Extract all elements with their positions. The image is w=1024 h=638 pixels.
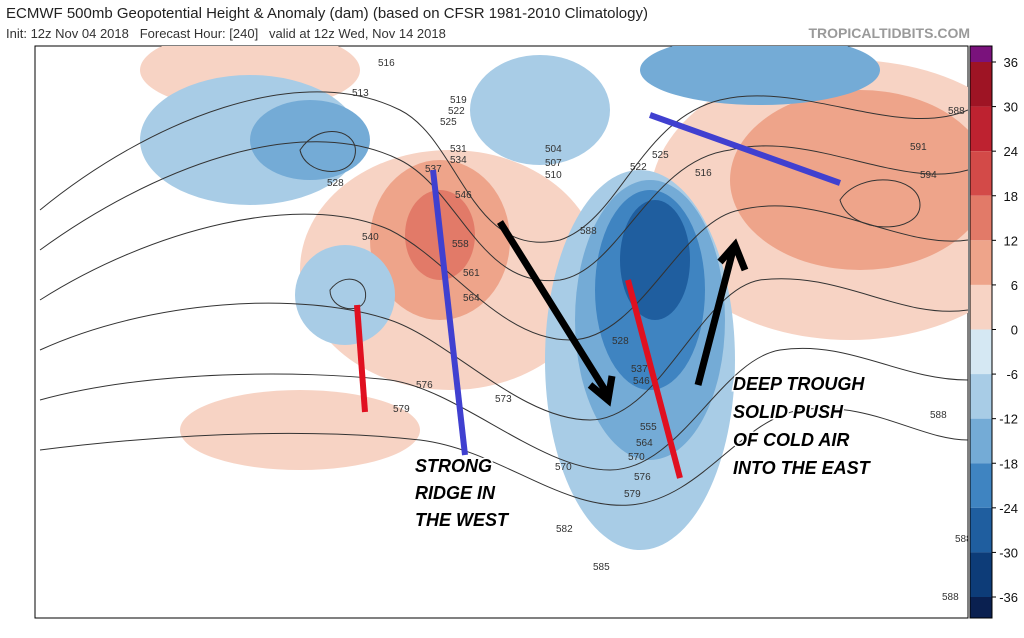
contour-label: 588 <box>948 106 965 117</box>
contour-label: 537 <box>631 364 648 375</box>
contour-label: 591 <box>910 142 927 153</box>
colorbar-tick-label: 24 <box>1004 144 1018 159</box>
ridge-axis <box>430 169 468 456</box>
map-body: 5165135195225255285315345375405465585615… <box>39 46 972 603</box>
annotation: DEEP TROUGH <box>733 374 865 394</box>
contour-label: 576 <box>634 472 651 483</box>
contour-label: 555 <box>640 422 657 433</box>
ridge-axis <box>648 112 842 186</box>
contour-label: 528 <box>612 336 629 347</box>
anomaly-trough <box>620 200 690 320</box>
contour-labels: 5165135195225255285315345375405465585615… <box>327 58 972 603</box>
contour-label: 534 <box>450 155 467 166</box>
colorbar-band <box>970 507 992 553</box>
colorbar-cap <box>970 46 992 62</box>
contour-label: 585 <box>593 562 610 573</box>
colorbar-band <box>970 329 992 375</box>
contour-label: 564 <box>463 293 480 304</box>
colorbar-band <box>970 106 992 152</box>
contour-label: 519 <box>450 95 467 106</box>
colorbar-frame <box>969 45 993 619</box>
colorbar-band <box>970 151 992 196</box>
annotations: STRONG RIDGE IN THE WEST DEEP TROUGH SOLID P… <box>414 373 874 532</box>
colorbar-cap <box>970 597 992 618</box>
contour-label: 570 <box>555 462 572 473</box>
contour-label: 594 <box>920 170 937 181</box>
contour-label: 579 <box>624 489 641 500</box>
anomaly-trough <box>250 100 370 180</box>
annotation: INTO THE EAST <box>733 458 872 478</box>
contour-label: 525 <box>652 150 669 161</box>
anomaly-trough <box>470 55 610 165</box>
colorbar-band <box>970 195 992 241</box>
colorbar: 36 30 24 18 12 6 0 -6 -12 -18 -24 -30 -36 <box>969 45 1018 619</box>
contour-label: 507 <box>545 158 562 169</box>
colorbar-tick-label: -12 <box>999 412 1018 427</box>
annotation: RIDGE IN <box>415 483 496 503</box>
contour-label: 516 <box>695 168 712 179</box>
contour-label: 570 <box>628 452 645 463</box>
contour-label: 561 <box>463 268 480 279</box>
contour-label: 513 <box>352 88 369 99</box>
anomaly-ridge <box>730 90 968 270</box>
contour-label: 537 <box>425 164 442 175</box>
colorbar-band <box>970 418 992 464</box>
colorbar-tick-label: -36 <box>999 590 1018 605</box>
colorbar-tick-label: -24 <box>999 501 1018 516</box>
contour-label: 516 <box>378 58 395 69</box>
colorbar-band <box>970 62 992 107</box>
trough-axis <box>625 279 683 479</box>
colorbar-tick-label: 0 <box>1011 323 1018 338</box>
contour-label: 546 <box>455 190 472 201</box>
colorbar-band <box>970 374 992 419</box>
colorbar-band <box>970 284 992 330</box>
colorbar-tick-label: 6 <box>1011 278 1018 293</box>
colorbar-band <box>970 463 992 508</box>
colorbar-tick-label: -30 <box>999 545 1018 560</box>
colorbar-tick-label: 36 <box>1004 55 1018 70</box>
contour-label: 588 <box>955 534 972 545</box>
contour-label: 540 <box>362 232 379 243</box>
colorbar-band <box>970 552 992 597</box>
flow-arrow <box>497 220 616 407</box>
contour-label: 504 <box>545 144 562 155</box>
credit: TROPICALTIDBITS.COM <box>808 25 970 41</box>
contour-label: 510 <box>545 170 562 181</box>
colorbar-tick-label: 12 <box>1004 233 1018 248</box>
colorbar-tick-label: -18 <box>999 456 1018 471</box>
contour-label: 573 <box>495 394 512 405</box>
contour-label: 588 <box>930 410 947 421</box>
height-contours <box>39 91 968 506</box>
anomaly-trough <box>640 46 880 105</box>
contour-label: 522 <box>448 106 465 117</box>
contour-label: 588 <box>580 226 597 237</box>
colorbar-band <box>970 240 992 285</box>
colorbar-tick-label: -6 <box>1006 367 1018 382</box>
contour-label: 579 <box>393 404 410 415</box>
anomaly-trough <box>295 245 395 345</box>
contour-label: 522 <box>630 162 647 173</box>
annotation: SOLID PUSH <box>733 402 844 422</box>
annotation: STRONG <box>415 456 492 476</box>
contour-label: 525 <box>440 117 457 128</box>
subtitle: Init: 12z Nov 04 2018 Forecast Hour: [24… <box>6 26 446 41</box>
contour-label: 582 <box>556 524 573 535</box>
anomaly-ridge <box>180 390 420 470</box>
contour-label: 558 <box>452 239 469 250</box>
colorbar-tick-label: 30 <box>1004 100 1018 115</box>
contour-label: 588 <box>942 592 959 603</box>
contour-label: 564 <box>636 438 653 449</box>
annotation: OF COLD AIR <box>733 430 849 450</box>
annotation: THE WEST <box>415 510 510 530</box>
contour-label: 546 <box>633 376 650 387</box>
trough-axis <box>354 304 368 413</box>
flow-arrow <box>694 238 749 386</box>
contour-label: 576 <box>416 380 433 391</box>
colorbar-tick-label: 18 <box>1004 189 1018 204</box>
title: ECMWF 500mb Geopotential Height & Anomal… <box>6 5 648 22</box>
contour-label: 528 <box>327 178 344 189</box>
contour-label: 531 <box>450 144 467 155</box>
